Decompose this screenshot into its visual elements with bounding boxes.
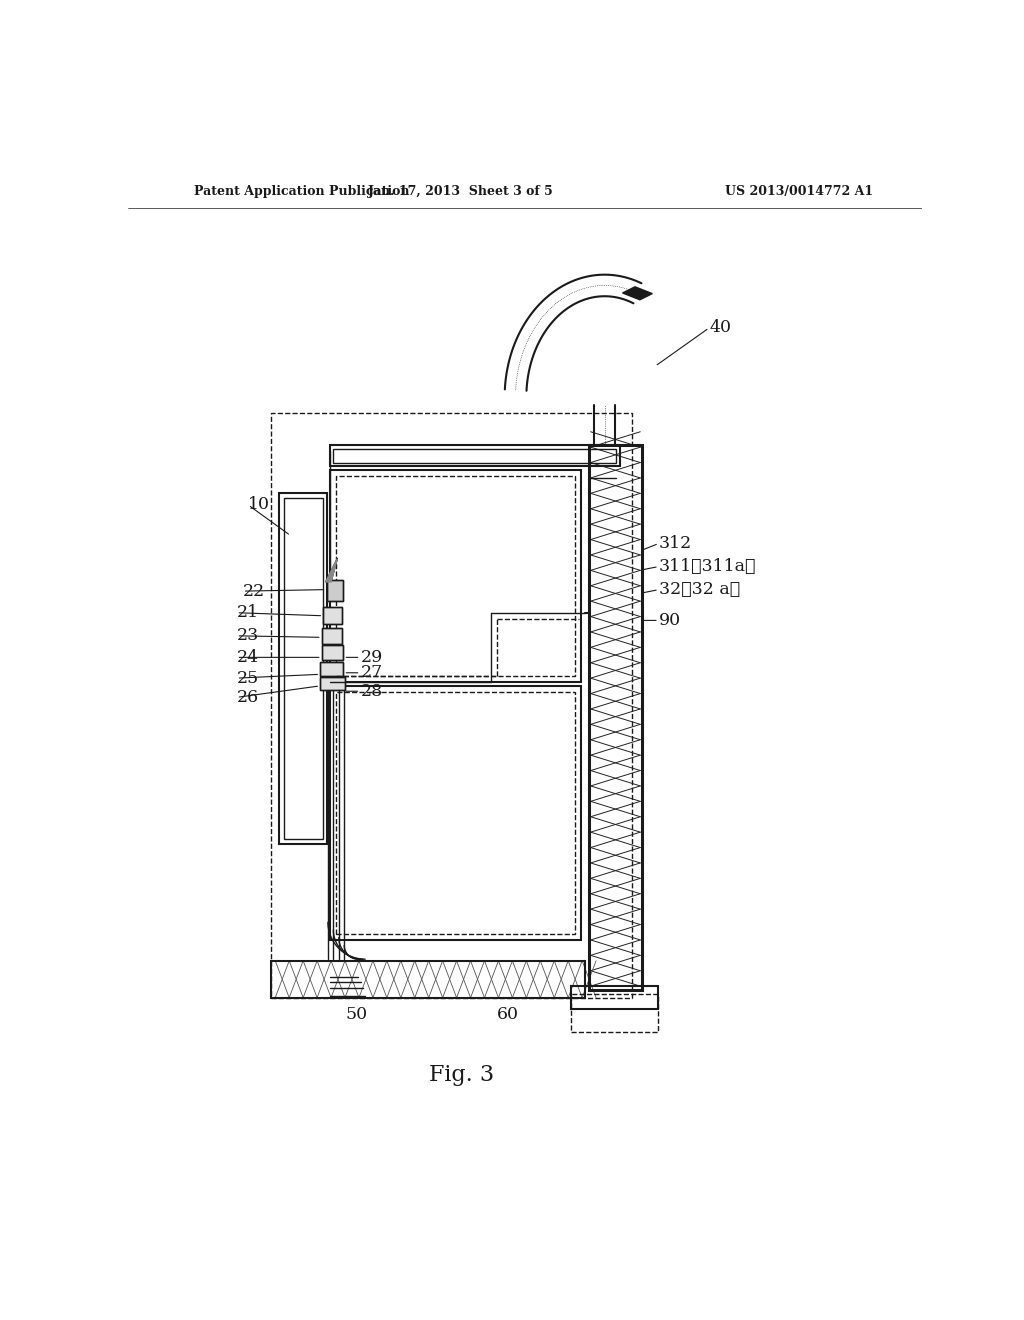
Text: Patent Application Publication: Patent Application Publication: [194, 185, 410, 198]
Bar: [284, 498, 323, 840]
Text: 90: 90: [658, 612, 681, 628]
Bar: [322, 645, 343, 660]
Bar: [271, 413, 632, 998]
Text: 60: 60: [497, 1006, 519, 1023]
Bar: [571, 986, 658, 1010]
Bar: [330, 445, 621, 466]
Bar: [334, 449, 616, 462]
Text: 29: 29: [360, 649, 383, 665]
Bar: [321, 677, 345, 689]
Text: 10: 10: [248, 496, 270, 513]
Text: 25: 25: [237, 669, 259, 686]
Bar: [322, 628, 342, 644]
Text: 28: 28: [360, 682, 383, 700]
Bar: [330, 686, 582, 940]
Text: Fig. 3: Fig. 3: [429, 1064, 494, 1086]
Polygon shape: [326, 558, 337, 582]
Bar: [322, 645, 343, 660]
Bar: [321, 663, 343, 676]
Bar: [271, 961, 586, 998]
Bar: [336, 692, 575, 933]
Bar: [280, 494, 328, 843]
Bar: [330, 470, 582, 682]
Text: 40: 40: [710, 319, 731, 337]
Bar: [328, 579, 343, 601]
Text: 23: 23: [237, 627, 259, 644]
Text: 21: 21: [237, 605, 259, 622]
Bar: [336, 477, 575, 676]
Bar: [324, 607, 342, 624]
Text: 24: 24: [237, 649, 259, 665]
Bar: [328, 579, 343, 601]
Bar: [321, 677, 345, 689]
Text: 50: 50: [345, 1006, 368, 1023]
Text: US 2013/0014772 A1: US 2013/0014772 A1: [725, 185, 872, 198]
Text: Jan. 17, 2013  Sheet 3 of 5: Jan. 17, 2013 Sheet 3 of 5: [369, 185, 554, 198]
Text: 27: 27: [360, 664, 383, 681]
Text: 311（311a）: 311（311a）: [658, 558, 757, 576]
Bar: [589, 445, 642, 990]
Polygon shape: [623, 286, 652, 300]
Text: 26: 26: [237, 689, 259, 706]
Text: 22: 22: [243, 582, 265, 599]
Bar: [321, 663, 343, 676]
Bar: [324, 607, 342, 624]
Text: 312: 312: [658, 535, 692, 552]
Bar: [571, 994, 658, 1032]
Bar: [322, 628, 342, 644]
Text: 32（32 a）: 32（32 a）: [658, 581, 740, 598]
